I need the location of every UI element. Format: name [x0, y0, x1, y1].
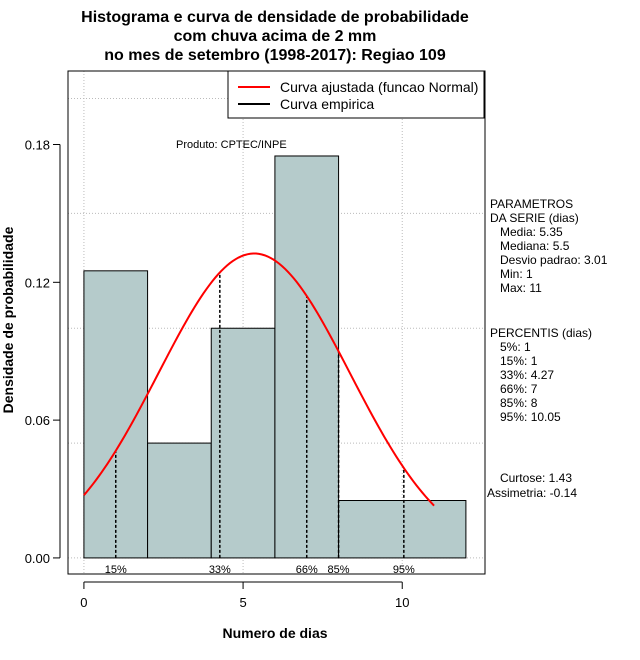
chart-title-line-2: com chuva acima de 2 mm — [174, 28, 377, 45]
histogram-bar-4 — [338, 500, 467, 559]
stats-panel: PARAMETROS DA SERIE (dias) Media: 5.35 M… — [487, 197, 608, 500]
percentile-label-1: 33% — [209, 564, 231, 576]
percentile-label-4: 95% — [393, 564, 415, 576]
pct-line-0: PERCENTIS (dias) — [490, 326, 592, 340]
legend-label-empirical: Curva empirica — [280, 96, 374, 112]
percentile-lines: 15% 33% 66% 85% 95% — [105, 272, 415, 576]
histogram-bar-0 — [83, 270, 149, 559]
percentile-label-3: 85% — [328, 564, 350, 576]
legend: Curva ajustada (funcao Normal) Curva emp… — [227, 70, 485, 119]
normal-curve-layer — [83, 252, 435, 507]
y-tick-label: 0.18 — [25, 137, 50, 152]
histogram-bars — [83, 155, 467, 559]
param-line-6: Max: 11 — [490, 281, 542, 295]
legend-label-fitted: Curva ajustada (funcao Normal) — [280, 79, 478, 95]
legend-box — [227, 70, 485, 119]
y-tick-label: 0.00 — [25, 551, 50, 566]
axes: 0 5 10 0.00 0.06 0.12 0.18 — [25, 137, 410, 610]
percentile-label-0: 15% — [105, 564, 127, 576]
chart-title-line-1: Histograma e curva de densidade de proba… — [81, 9, 469, 26]
y-axis-title: Densidade de probabilidade — [0, 226, 16, 413]
kurtosis-line: Curtose: 1.43 — [500, 471, 572, 485]
pct-line-5: 85%: 8 — [490, 396, 538, 410]
param-line-1: DA SERIE (dias) — [490, 211, 579, 225]
pct-line-4: 66%: 7 — [490, 382, 538, 396]
param-line-2: Media: 5.35 — [490, 225, 563, 239]
x-tick-label: 5 — [239, 595, 246, 610]
pct-line-6: 95%: 10.05 — [490, 410, 561, 424]
product-annotation: Produto: CPTEC/INPE — [176, 139, 287, 151]
histogram-bar-2 — [210, 327, 276, 559]
histogram-bar-1 — [147, 442, 212, 559]
pct-line-2: 15%: 1 — [490, 354, 538, 368]
y-tick-label: 0.06 — [25, 413, 50, 428]
skewness-line: Assimetria: -0.14 — [487, 486, 577, 500]
param-line-3: Mediana: 5.5 — [490, 239, 570, 253]
pct-line-3: 33%: 4.27 — [490, 368, 554, 382]
percentile-label-2: 66% — [296, 564, 318, 576]
chart-title-line-3: no mes de setembro (1998-2017): Regiao 1… — [104, 47, 446, 64]
param-line-5: Min: 1 — [490, 267, 533, 281]
x-tick-label: 0 — [80, 595, 87, 610]
x-tick-label: 10 — [395, 595, 409, 610]
pct-line-1: 5%: 1 — [490, 340, 531, 354]
x-axis-title: Numero de dias — [222, 625, 327, 641]
y-tick-label: 0.12 — [25, 275, 50, 290]
normal-curve — [83, 252, 435, 507]
param-line-0: PARAMETROS — [490, 197, 573, 211]
param-line-4: Desvio padrao: 3.01 — [490, 253, 608, 267]
